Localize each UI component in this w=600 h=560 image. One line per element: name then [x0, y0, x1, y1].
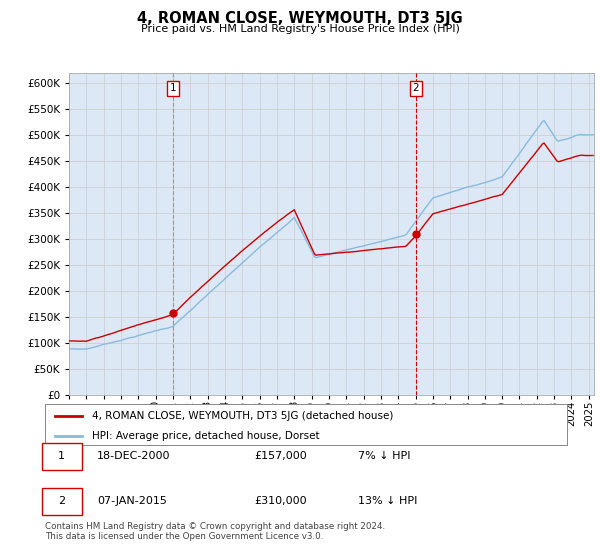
Text: 2: 2 [413, 83, 419, 94]
Text: Price paid vs. HM Land Registry's House Price Index (HPI): Price paid vs. HM Land Registry's House … [140, 24, 460, 34]
Text: 2: 2 [58, 496, 65, 506]
Text: 1: 1 [58, 451, 65, 461]
Text: 07-JAN-2015: 07-JAN-2015 [97, 496, 167, 506]
Text: This data is licensed under the Open Government Licence v3.0.: This data is licensed under the Open Gov… [45, 532, 323, 541]
FancyBboxPatch shape [43, 488, 82, 515]
Text: 13% ↓ HPI: 13% ↓ HPI [358, 496, 418, 506]
Text: £310,000: £310,000 [254, 496, 307, 506]
Text: 4, ROMAN CLOSE, WEYMOUTH, DT3 5JG: 4, ROMAN CLOSE, WEYMOUTH, DT3 5JG [137, 11, 463, 26]
Text: 18-DEC-2000: 18-DEC-2000 [97, 451, 170, 461]
Text: 1: 1 [170, 83, 176, 94]
Text: HPI: Average price, detached house, Dorset: HPI: Average price, detached house, Dors… [92, 431, 320, 441]
Text: 4, ROMAN CLOSE, WEYMOUTH, DT3 5JG (detached house): 4, ROMAN CLOSE, WEYMOUTH, DT3 5JG (detac… [92, 411, 394, 421]
Text: £157,000: £157,000 [254, 451, 307, 461]
Text: Contains HM Land Registry data © Crown copyright and database right 2024.: Contains HM Land Registry data © Crown c… [45, 522, 385, 531]
FancyBboxPatch shape [43, 444, 82, 470]
Text: 7% ↓ HPI: 7% ↓ HPI [358, 451, 410, 461]
